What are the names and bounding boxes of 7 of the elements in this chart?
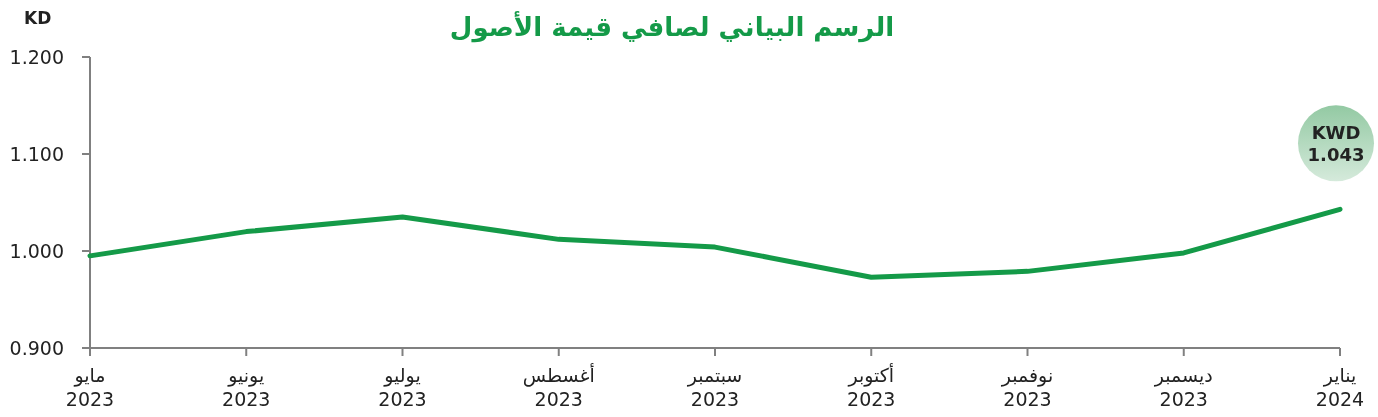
annotation: KWD 1.043 xyxy=(1307,122,1365,166)
ylabel: KD xyxy=(24,8,52,28)
title: الرسم البياني لصافي قيمة الأصول xyxy=(449,12,895,42)
y-tick-label: 1.100 xyxy=(9,143,64,165)
y-tick-label: 1.000 xyxy=(9,240,64,262)
y-tick-label: 1.200 xyxy=(9,46,64,68)
y-tick-label: 0.900 xyxy=(9,337,64,359)
